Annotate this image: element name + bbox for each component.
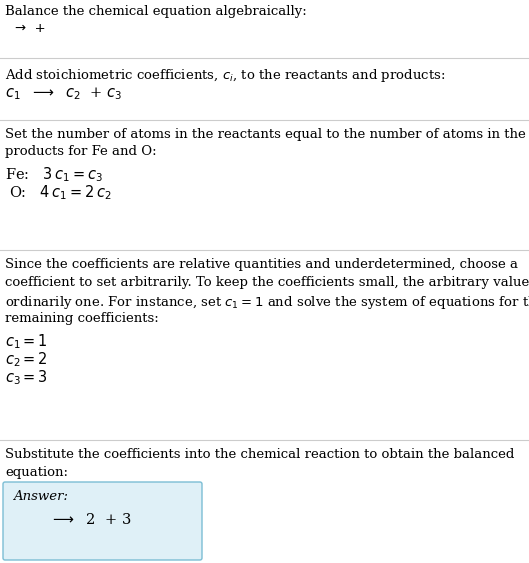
- Text: remaining coefficients:: remaining coefficients:: [5, 312, 159, 325]
- Text: Substitute the coefficients into the chemical reaction to obtain the balanced: Substitute the coefficients into the che…: [5, 448, 514, 461]
- Text: coefficient to set arbitrarily. To keep the coefficients small, the arbitrary va: coefficient to set arbitrarily. To keep …: [5, 276, 529, 289]
- Text: $c_3 = 3$: $c_3 = 3$: [5, 368, 48, 387]
- Text: ordinarily one. For instance, set $c_1 = 1$ and solve the system of equations fo: ordinarily one. For instance, set $c_1 =…: [5, 294, 529, 311]
- Text: O:   $4\,c_1 = 2\,c_2$: O: $4\,c_1 = 2\,c_2$: [9, 183, 112, 202]
- Text: Since the coefficients are relative quantities and underdetermined, choose a: Since the coefficients are relative quan…: [5, 258, 518, 271]
- Text: $c_2 = 2$: $c_2 = 2$: [5, 350, 48, 369]
- Text: $\longrightarrow$  2  + 3: $\longrightarrow$ 2 + 3: [50, 512, 132, 527]
- Text: Answer:: Answer:: [13, 490, 68, 503]
- Text: Balance the chemical equation algebraically:: Balance the chemical equation algebraica…: [5, 5, 307, 18]
- Text: Fe:   $3\,c_1 = c_3$: Fe: $3\,c_1 = c_3$: [5, 165, 103, 184]
- Text: Add stoichiometric coefficients, $c_i$, to the reactants and products:: Add stoichiometric coefficients, $c_i$, …: [5, 67, 445, 84]
- FancyBboxPatch shape: [3, 482, 202, 560]
- Text: $c_1 = 1$: $c_1 = 1$: [5, 332, 48, 351]
- Text: products for Fe and O:: products for Fe and O:: [5, 145, 157, 158]
- Text: Set the number of atoms in the reactants equal to the number of atoms in the: Set the number of atoms in the reactants…: [5, 128, 526, 141]
- Text: →  +: → +: [15, 22, 45, 35]
- Text: $c_1$  $\longrightarrow$  $c_2$  + $c_3$: $c_1$ $\longrightarrow$ $c_2$ + $c_3$: [5, 85, 122, 102]
- Text: equation:: equation:: [5, 466, 68, 479]
